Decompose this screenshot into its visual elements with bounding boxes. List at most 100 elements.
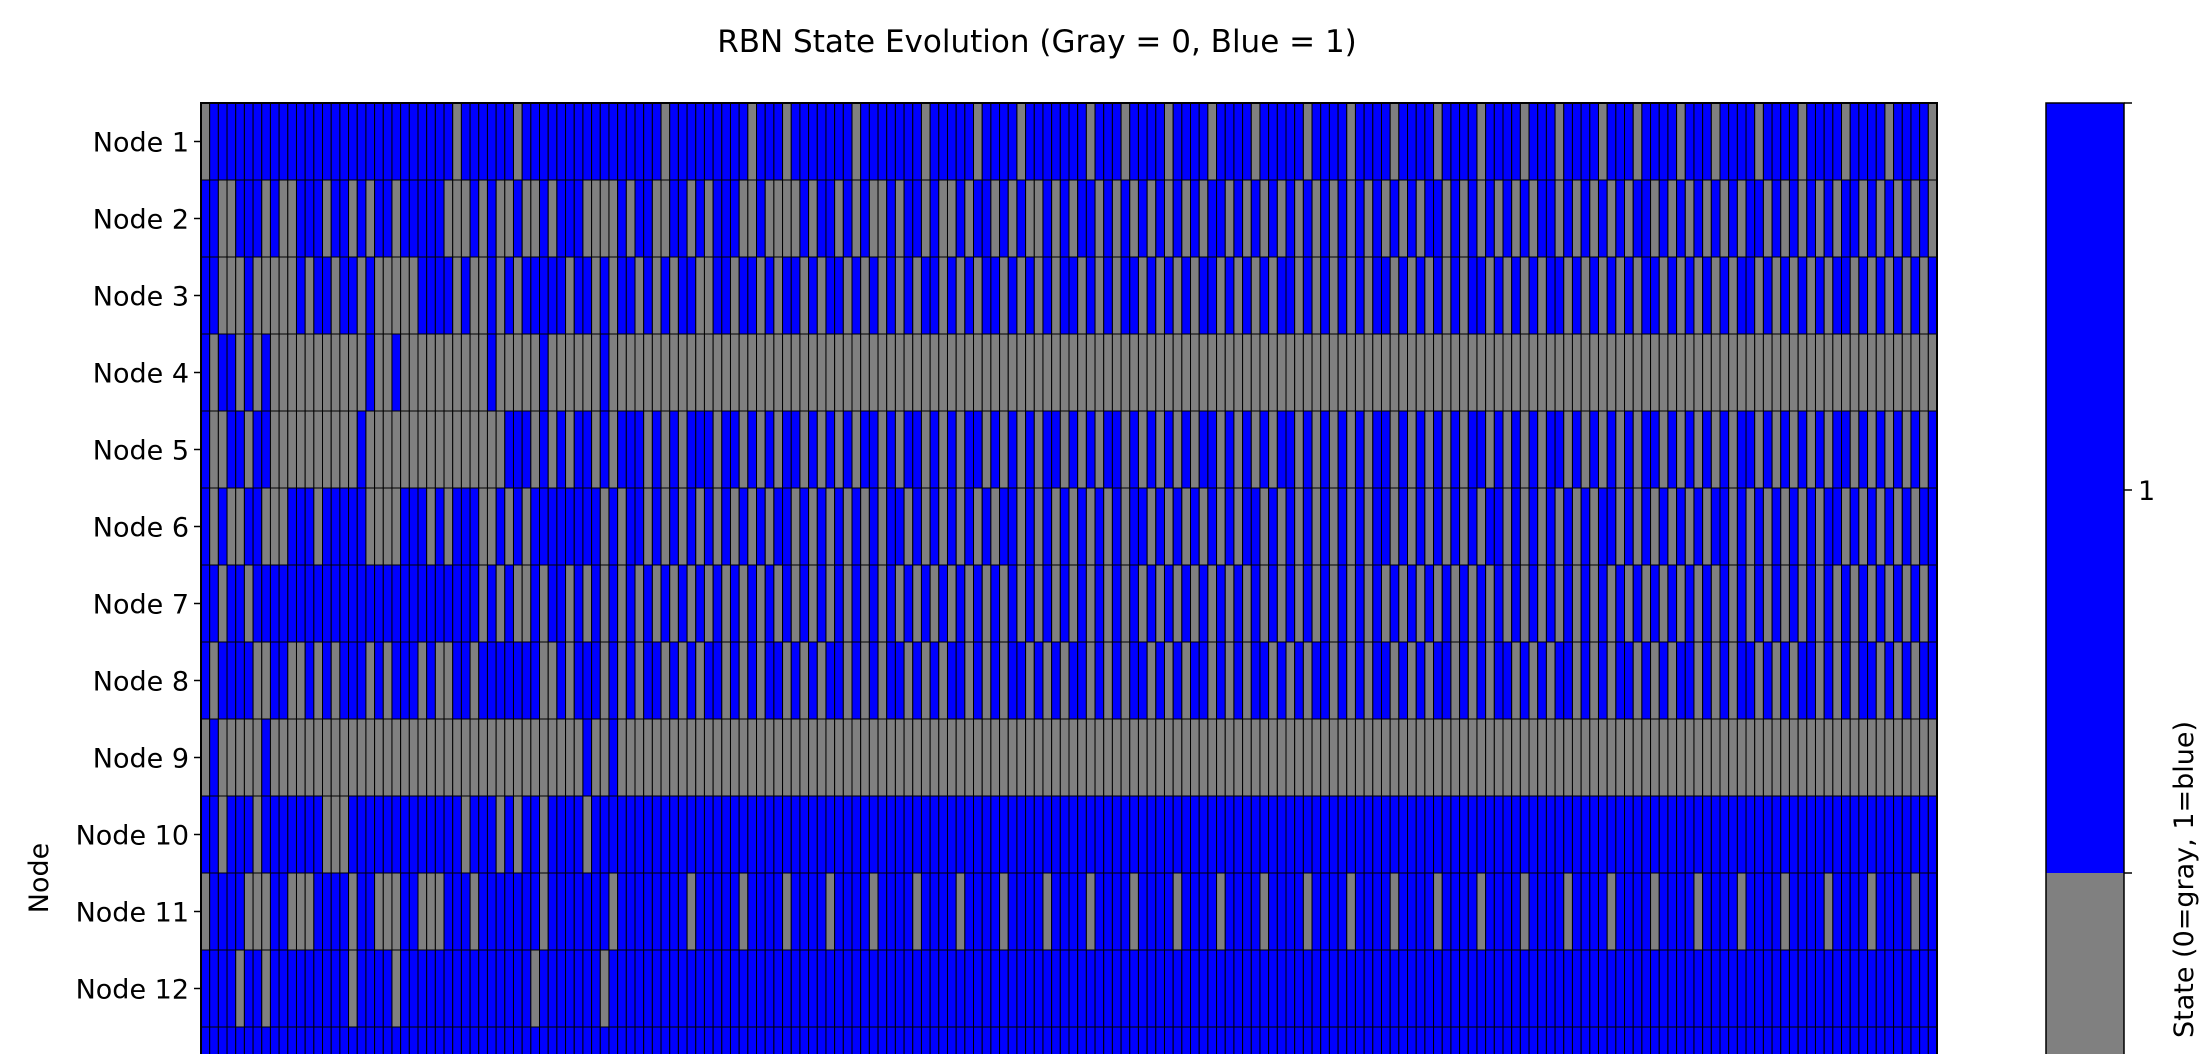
heatmap-cell — [1919, 333, 1929, 412]
heatmap-cell — [1181, 949, 1192, 1028]
heatmap-cell — [886, 795, 896, 874]
heatmap-cell — [834, 949, 844, 1028]
heatmap-cell — [382, 795, 393, 874]
heatmap-cell — [1606, 564, 1617, 643]
heatmap-cell — [1832, 718, 1843, 797]
heatmap-cell — [243, 256, 254, 335]
heatmap-cell — [365, 949, 376, 1028]
heatmap-cell — [920, 564, 931, 643]
heatmap-cell — [894, 487, 905, 566]
heatmap-cell — [1276, 564, 1287, 643]
heatmap-cell — [1276, 872, 1287, 951]
heatmap-cell — [1172, 1026, 1183, 1054]
heatmap-cell — [877, 256, 888, 335]
heatmap-cell — [1676, 795, 1686, 874]
heatmap-cell — [1684, 949, 1695, 1028]
heatmap-cell — [1320, 641, 1330, 720]
heatmap-cell — [1502, 102, 1513, 181]
heatmap-cell — [1320, 564, 1330, 643]
heatmap-cell — [964, 718, 975, 797]
heatmap-cell — [1754, 564, 1764, 643]
heatmap-cell — [1216, 718, 1226, 797]
heatmap-cell — [565, 256, 575, 335]
y-tick-label: Node 6 — [93, 513, 189, 544]
heatmap-cell — [1511, 564, 1521, 643]
heatmap-cell — [1016, 564, 1027, 643]
heatmap-cell — [1294, 1026, 1304, 1054]
heatmap-cell — [1788, 641, 1799, 720]
heatmap-cell — [1337, 256, 1348, 335]
heatmap-cell — [512, 872, 523, 951]
heatmap-cell — [1389, 1026, 1400, 1054]
heatmap-cell — [530, 102, 541, 181]
heatmap-cell — [1389, 333, 1400, 412]
heatmap-cell — [1207, 949, 1218, 1028]
heatmap-cell — [1736, 179, 1747, 258]
heatmap-cell — [721, 179, 731, 258]
heatmap-cell — [981, 102, 992, 181]
heatmap-cell — [1754, 256, 1764, 335]
heatmap-cell — [1615, 641, 1626, 720]
heatmap-cell — [816, 872, 827, 951]
heatmap-cell — [495, 256, 506, 335]
heatmap-cell — [339, 179, 350, 258]
heatmap-cell — [426, 641, 436, 720]
heatmap-cell — [729, 949, 740, 1028]
heatmap-cell — [964, 1026, 975, 1054]
heatmap-cell — [1268, 333, 1278, 412]
heatmap-cell — [269, 641, 280, 720]
heatmap-cell — [1615, 872, 1626, 951]
heatmap-cell — [790, 179, 801, 258]
heatmap-cell — [1285, 718, 1296, 797]
heatmap-cell — [1467, 102, 1478, 181]
heatmap-cell — [1163, 872, 1174, 951]
heatmap-cell — [903, 179, 914, 258]
heatmap-cell — [1910, 333, 1921, 412]
heatmap-cell — [1858, 641, 1869, 720]
heatmap-cell — [356, 949, 367, 1028]
heatmap-cell — [235, 333, 245, 412]
heatmap-cell — [1276, 1026, 1287, 1054]
heatmap-cell — [382, 641, 393, 720]
heatmap-cell — [617, 872, 627, 951]
heatmap-cell — [252, 718, 263, 797]
heatmap-cell — [495, 1026, 506, 1054]
y-tick-label: Node 3 — [93, 282, 189, 313]
heatmap-cell — [1624, 872, 1634, 951]
heatmap-cell — [703, 487, 714, 566]
heatmap-cell — [400, 795, 410, 874]
heatmap-cell — [417, 333, 428, 412]
heatmap-cell — [469, 487, 480, 566]
heatmap-cell — [877, 718, 888, 797]
heatmap-cell — [938, 1026, 948, 1054]
heatmap-cell — [556, 256, 567, 335]
heatmap-cell — [565, 795, 575, 874]
heatmap-cell — [1059, 718, 1070, 797]
heatmap-cell — [426, 949, 436, 1028]
heatmap-cell — [842, 333, 853, 412]
heatmap-cell — [677, 718, 688, 797]
heatmap-cell — [1736, 256, 1747, 335]
heatmap-cell — [504, 410, 514, 489]
heatmap-cell — [226, 872, 237, 951]
heatmap-cell — [1624, 102, 1634, 181]
heatmap-cell — [1155, 795, 1165, 874]
heatmap-cell — [1528, 949, 1539, 1028]
heatmap-cell — [434, 872, 445, 951]
heatmap-cell — [1545, 1026, 1556, 1054]
heatmap-cell — [1346, 872, 1356, 951]
heatmap-cell — [1433, 410, 1443, 489]
heatmap-cell — [981, 410, 992, 489]
heatmap-cell — [920, 949, 931, 1028]
heatmap-cell — [1806, 410, 1816, 489]
heatmap-cell — [1658, 718, 1669, 797]
heatmap-cell — [556, 795, 567, 874]
heatmap-cell — [1155, 487, 1165, 566]
heatmap-cell — [617, 256, 627, 335]
heatmap-cell — [1832, 102, 1843, 181]
heatmap-cell — [712, 179, 723, 258]
heatmap-cell — [313, 102, 324, 181]
heatmap-cell — [1893, 487, 1903, 566]
heatmap-cell — [426, 410, 436, 489]
